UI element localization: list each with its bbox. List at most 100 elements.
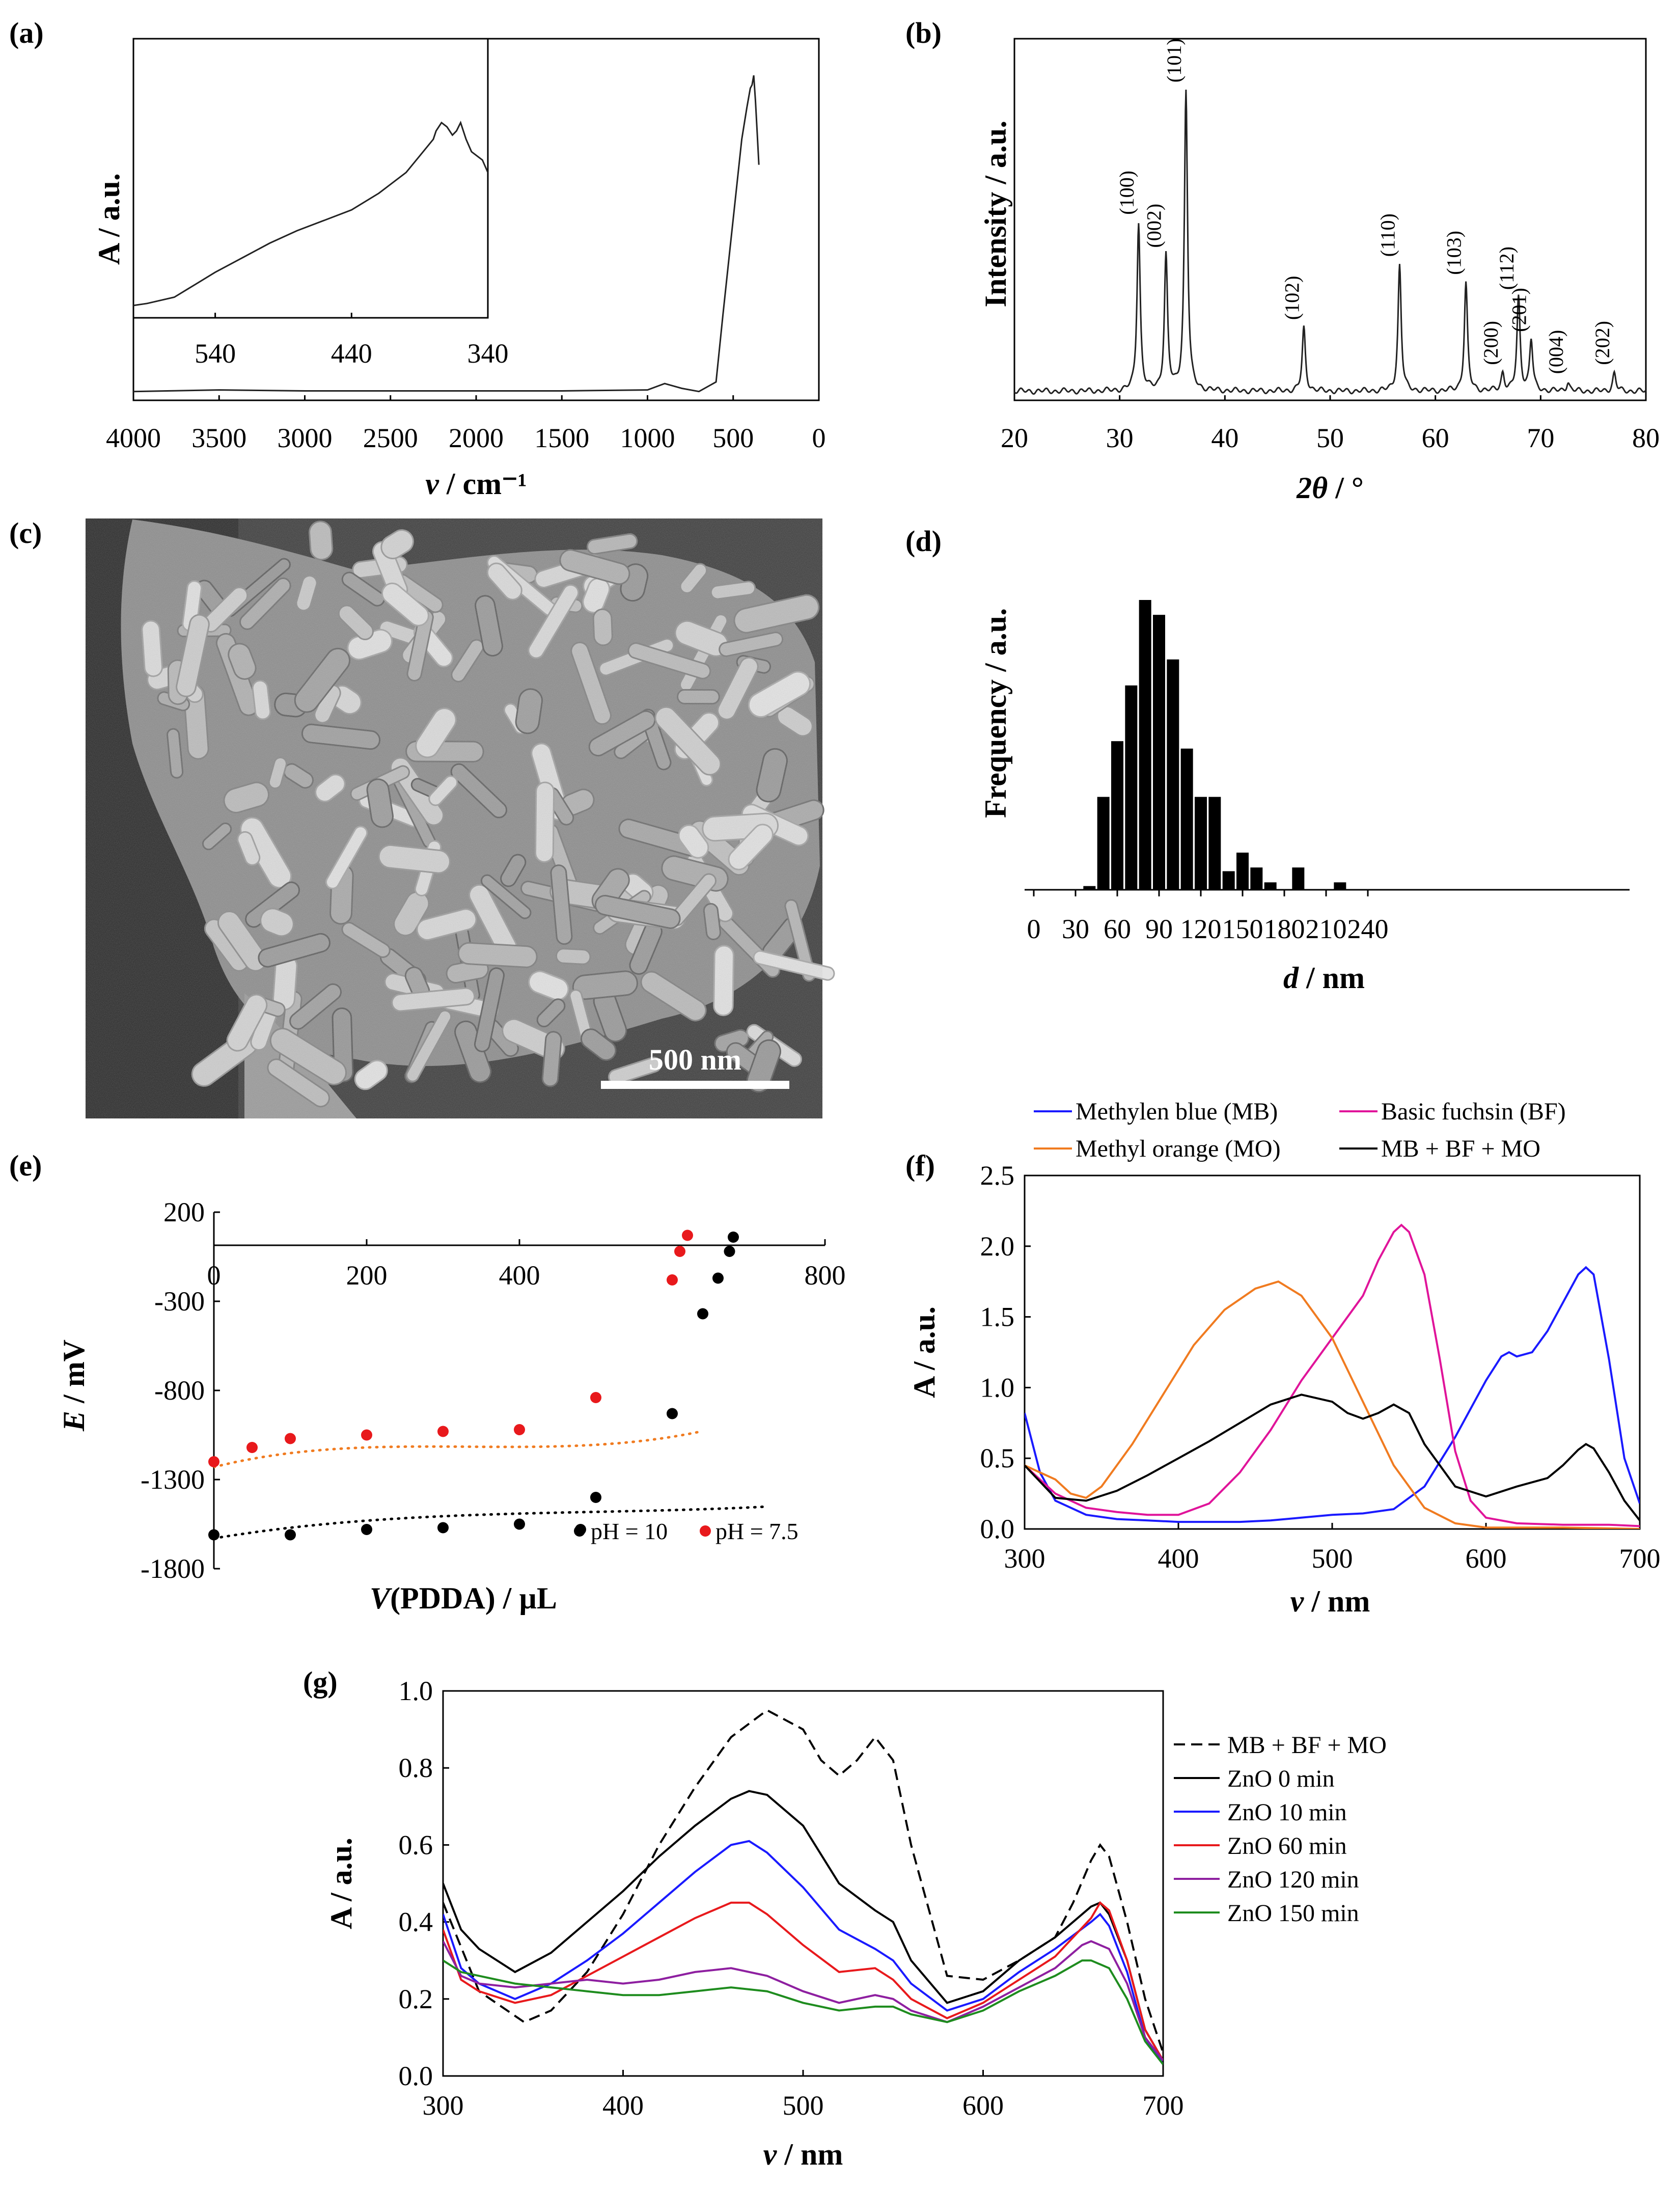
- panel-b-xtick-label: 30: [1106, 423, 1134, 453]
- panel-b-xlabel-unit: / °: [1328, 471, 1364, 505]
- zeta-data-point: [208, 1529, 219, 1541]
- histogram-bar: [1236, 853, 1249, 890]
- panel-g-xtick-label: 600: [962, 2090, 1004, 2121]
- zeta-data-point: [697, 1308, 708, 1320]
- xrd-peak-label: (200): [1479, 321, 1502, 365]
- panel-g-0min-line: [443, 1790, 1163, 2061]
- histogram-bar: [1125, 685, 1138, 890]
- panel-b-xlabel: 2θ / °: [1296, 471, 1364, 505]
- zeta-data-point: [361, 1524, 372, 1535]
- xrd-peak-label: (101): [1163, 38, 1186, 83]
- legend-e-ph75-marker: [700, 1525, 711, 1537]
- panel-b-pattern-line: [1013, 89, 1647, 395]
- panel-g-xtick-label: 300: [423, 2090, 464, 2121]
- zeta-data-point: [361, 1429, 372, 1441]
- zeta-data-point: [514, 1518, 525, 1530]
- panel-a-xtick-label: 2000: [449, 423, 504, 453]
- panel-g-120min-line: [443, 1940, 1163, 2062]
- panel-f-mo-line: [1025, 1280, 1640, 1529]
- panel-f-chart: 0.0 0.5 1.0 1.5 2.0 2.5 300 400 500 600 700 Methyl…: [907, 1098, 1661, 1618]
- legend-g-150min-label: ZnO 150 min: [1227, 1900, 1359, 1927]
- legend-f-mix-label: MB + BF + MO: [1381, 1135, 1540, 1162]
- panel-f-xtick-label: 700: [1619, 1543, 1661, 1574]
- panel-f-ylabel: A / a.u.: [907, 1306, 941, 1398]
- legend-g-10min-label: ZnO 10 min: [1227, 1799, 1347, 1826]
- panel-a-xlabel-unit: / cm⁻¹: [439, 467, 527, 501]
- panel-f-xtick-label: 300: [1004, 1543, 1045, 1574]
- panel-d-xtick-label: 210: [1306, 914, 1347, 944]
- zeta-data-point: [285, 1433, 296, 1444]
- panel-d-xtick-label: 90: [1145, 914, 1173, 944]
- xrd-peak-label: (110): [1376, 213, 1399, 257]
- legend-g-120min-label: ZnO 120 min: [1227, 1866, 1359, 1893]
- panel-a-xtick-label: 1000: [620, 423, 675, 453]
- panel-e-xtick-label: 400: [499, 1260, 540, 1291]
- panel-e-ytick-label: -1300: [141, 1464, 205, 1495]
- panel-e-ytick-label: 200: [163, 1197, 205, 1227]
- panel-a-xlabel: v / cm⁻¹: [425, 467, 527, 501]
- panel-a-xtick-label: 0: [812, 423, 826, 453]
- histogram-bar: [1180, 748, 1193, 890]
- xrd-peak-label: (202): [1591, 321, 1614, 365]
- xrd-peak-label: (100): [1115, 171, 1138, 215]
- legend-e-ph10-label: pH = 10: [591, 1518, 668, 1544]
- panel-g-ytick-label: 0.6: [399, 1829, 433, 1860]
- panel-d-xtick-label: 60: [1104, 914, 1131, 944]
- panel-f-legend: Methylen blue (MB) Basic fuchsin (BF) Me…: [1034, 1098, 1566, 1162]
- panel-g-60min-line: [443, 1901, 1163, 2061]
- scale-bar-label: 500 nm: [649, 1043, 741, 1076]
- panel-d-xtick-label: 180: [1264, 914, 1305, 944]
- panel-f-ytick-label: 2.0: [980, 1231, 1015, 1262]
- panel-a-inset-frame: [132, 38, 489, 319]
- panel-e-ytick-label: -1800: [141, 1553, 205, 1584]
- panel-a-inset-xtick-label: 340: [467, 338, 509, 369]
- xrd-peak-label: (103): [1443, 231, 1466, 275]
- panel-e-ylabel-unit: / mV: [57, 1339, 91, 1411]
- histogram-bar: [1195, 797, 1207, 890]
- panel-g-xlabel-unit: / nm: [777, 2138, 843, 2171]
- panel-e-ylabel-symbol: E: [57, 1411, 91, 1432]
- panel-d-xlabel-symbol: d: [1283, 961, 1299, 995]
- panel-e-xtick-label: 800: [805, 1260, 846, 1291]
- panel-d-xtick-label: 120: [1180, 914, 1222, 944]
- zeta-data-point: [728, 1232, 739, 1243]
- panel-g-ytick-label: 0.4: [399, 1907, 433, 1937]
- panel-c-sem-image: 500 nm: [86, 518, 835, 1118]
- panel-b-chart: 20 30 40 50 60 70 80 (100)(002) (101) (102) (110)…: [979, 38, 1660, 505]
- panel-e-fit-ph10: [214, 1505, 765, 1540]
- panel-d-xlabel-unit: / nm: [1299, 961, 1365, 995]
- histogram-bar: [1250, 867, 1263, 890]
- panel-f-xtick-label: 600: [1466, 1543, 1507, 1574]
- panel-g-chart: 0.0 0.2 0.4 0.6 0.8 1.0 300 400 500 600 700 MB + B…: [324, 1676, 1387, 2171]
- zeta-data-point: [682, 1229, 693, 1241]
- panel-label-a: (a): [9, 16, 44, 49]
- panel-b-xtick-label: 80: [1632, 423, 1660, 453]
- panel-b-ylabel: Intensity / a.u.: [979, 121, 1012, 308]
- panel-f-ytick-label: 0.0: [980, 1514, 1015, 1544]
- panel-d-xtick-label: 30: [1062, 914, 1089, 944]
- panel-a-inset-xtick-label: 540: [195, 338, 236, 369]
- panel-f-bf-line: [1025, 1223, 1640, 1527]
- panel-a-spectrum-line: [133, 75, 760, 393]
- panel-g-xtick-label: 400: [602, 2090, 644, 2121]
- histogram-bar: [1334, 882, 1346, 890]
- zeta-data-point: [724, 1246, 735, 1257]
- histogram-bar: [1111, 741, 1123, 890]
- zeta-data-point: [712, 1272, 724, 1284]
- zeta-data-point: [437, 1426, 449, 1437]
- panel-g-150min-line: [443, 1959, 1163, 2065]
- panel-g-ytick-label: 0.2: [399, 1984, 433, 2014]
- panel-g-xlabel: v / nm: [763, 2138, 843, 2171]
- panel-g-ytick-label: 0.8: [399, 1753, 433, 1783]
- panel-d-xtick-label: 240: [1347, 914, 1389, 944]
- scale-bar: [601, 1081, 789, 1089]
- panel-g-ytick-label: 0.0: [399, 2061, 433, 2091]
- histogram-bar: [1083, 886, 1096, 890]
- xrd-peak-label: (201): [1508, 288, 1531, 332]
- panel-f-ytick-label: 0.5: [980, 1443, 1015, 1473]
- panel-b-xtick-label: 40: [1211, 423, 1238, 453]
- xrd-peak-label: (102): [1280, 276, 1303, 320]
- panel-b-xtick-label: 60: [1422, 423, 1449, 453]
- panel-b-xlabel-symbol: 2θ: [1296, 471, 1328, 505]
